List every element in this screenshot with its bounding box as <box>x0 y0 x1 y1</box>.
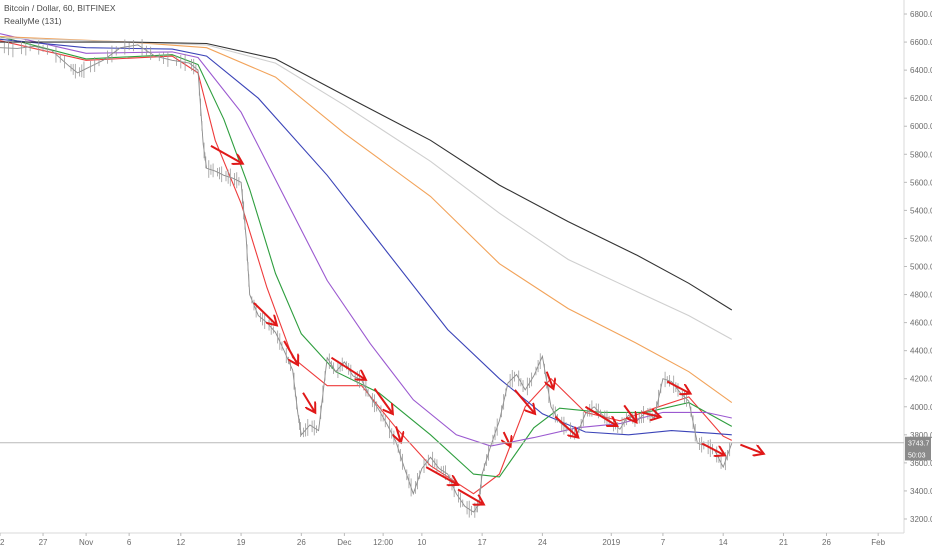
price-tag-bg <box>905 448 931 461</box>
annotation-arrow <box>554 415 577 437</box>
y-tick-label: 6800.0 <box>910 10 932 19</box>
symbol-title: Bitcoin / Dollar, 60, BITFINEX <box>4 3 116 13</box>
annotation-arrow <box>740 443 762 453</box>
annotation-arrow <box>623 404 635 420</box>
x-tick-label: 22 <box>0 538 5 547</box>
annotation-arrow <box>425 466 456 484</box>
x-tick-label: 27 <box>39 538 48 547</box>
x-tick-label: 26 <box>297 538 306 547</box>
x-tick-label: 10 <box>417 538 426 547</box>
x-tick-label: 12 <box>176 538 185 547</box>
annotation-arrow <box>283 340 297 363</box>
annotation-arrow <box>210 145 241 163</box>
y-tick-label: 6200.0 <box>910 94 932 103</box>
ma-line-4 <box>0 35 733 404</box>
annotation-arrow <box>584 405 615 425</box>
annotation-arrow <box>302 392 314 411</box>
x-tick-label: 21 <box>779 538 788 547</box>
x-tick-label: 7 <box>661 538 666 547</box>
y-tick-label: 5800.0 <box>910 150 932 159</box>
y-tick-label: 5200.0 <box>910 234 932 243</box>
annotation-arrow <box>396 426 400 440</box>
y-tick-label: 3800.0 <box>910 431 932 440</box>
y-tick-label: 4400.0 <box>910 347 932 356</box>
indicator-label: ReallyMe (131) <box>4 16 62 26</box>
annotation-arrow <box>666 380 689 393</box>
x-tick-label: 19 <box>237 538 246 547</box>
x-tick-label: 12:00 <box>373 538 394 547</box>
annotation-arrow <box>330 356 364 379</box>
price-layer <box>0 39 733 518</box>
annotation-arrow <box>457 488 482 504</box>
price-tag-label: 3743.7 <box>908 441 930 448</box>
y-tick-label: 5400.0 <box>910 206 932 215</box>
y-tick-label: 3600.0 <box>910 459 932 468</box>
y-tick-label: 5000.0 <box>910 263 932 272</box>
y-tick-label: 3200.0 <box>910 515 932 524</box>
annotation-arrow <box>701 442 724 454</box>
ma-line-5 <box>0 37 733 340</box>
x-tick-label: 6 <box>127 538 132 547</box>
annotation-arrow <box>547 371 553 387</box>
series-layer <box>0 33 733 495</box>
ma-line-3 <box>0 38 732 436</box>
y-tick-label: 6000.0 <box>910 122 932 131</box>
y-tick-label: 4000.0 <box>910 403 932 412</box>
annotation-arrow <box>514 389 534 412</box>
x-tick-label: Nov <box>79 538 93 547</box>
arrow-layer <box>210 145 762 504</box>
price-tag-label: 50:03 <box>908 452 926 459</box>
annotation-arrow <box>373 387 392 413</box>
y-tick-label: 6600.0 <box>910 38 932 47</box>
ma-line-6 <box>0 41 733 311</box>
x-tick-label: 24 <box>538 538 547 547</box>
price-line <box>0 44 733 513</box>
y-tick-label: 3400.0 <box>910 487 932 496</box>
y-tick-label: 4600.0 <box>910 319 932 328</box>
y-tick-label: 4800.0 <box>910 291 932 300</box>
x-tick-label: Dec <box>337 538 351 547</box>
x-tick-label: Feb <box>871 538 885 547</box>
y-tick-label: 4200.0 <box>910 375 932 384</box>
ma-line-1 <box>0 35 733 478</box>
annotation-arrow <box>641 412 658 416</box>
annotation-arrow <box>253 302 276 324</box>
price-tag-bg <box>905 436 931 449</box>
x-tick-label: 26 <box>822 538 831 547</box>
x-tick-label: 17 <box>478 538 487 547</box>
y-tick-label: 6400.0 <box>910 66 932 75</box>
x-tick-label: 2019 <box>602 538 620 547</box>
x-tick-label: 14 <box>719 538 728 547</box>
y-tick-label: 5600.0 <box>910 178 932 187</box>
